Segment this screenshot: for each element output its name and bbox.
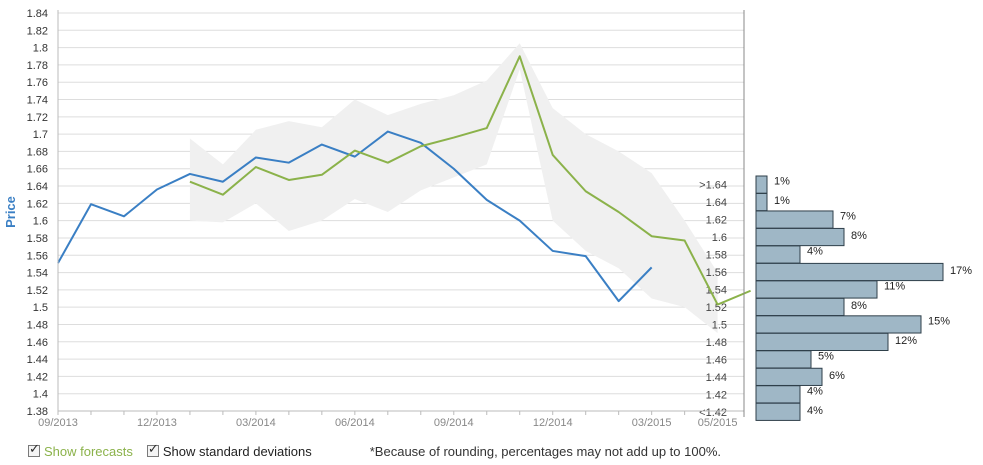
- histogram-bar: [755, 315, 922, 334]
- histogram-percent-label: 4%: [807, 385, 823, 397]
- y-tick-label: 1.54: [27, 268, 48, 280]
- histogram-percent-label: 7%: [840, 211, 856, 223]
- histogram-percent-label: 17%: [950, 265, 972, 277]
- show-forecasts-label[interactable]: Show forecasts: [44, 443, 133, 459]
- show-forecasts-box[interactable]: ✓: [28, 442, 40, 457]
- x-tick-label: 06/2014: [335, 417, 375, 429]
- histogram-bin-label: 1.52: [706, 302, 727, 314]
- histogram-bar: [755, 175, 768, 194]
- histogram-bin-label: 1.42: [706, 389, 727, 401]
- actual-price-line: [57, 130, 653, 303]
- y-tick-label: 1.4: [33, 389, 48, 401]
- show-forecasts-checkbox[interactable]: ✓ Show forecasts: [28, 442, 133, 459]
- histogram-bin-label: 1.48: [706, 337, 727, 349]
- y-tick-label: 1.46: [27, 337, 48, 349]
- histogram-bar: [755, 210, 834, 229]
- histogram-bin-label: 1.56: [706, 267, 727, 279]
- histogram-bar: [755, 367, 823, 386]
- histogram-bin-label: 1.62: [706, 215, 727, 227]
- y-tick-label: 1.82: [27, 25, 48, 37]
- show-std-checkbox[interactable]: ✓ Show standard deviations: [146, 442, 312, 459]
- histogram-bin-label: 1.44: [706, 372, 727, 384]
- y-tick-label: 1.7: [33, 129, 48, 141]
- histogram-percent-label: 11%: [884, 280, 905, 292]
- histogram-bar: [755, 227, 845, 247]
- y-tick-label: 1.58: [27, 233, 48, 245]
- check-icon: ✓: [147, 442, 159, 457]
- histogram-bar: [755, 402, 801, 421]
- y-tick-label: 1.44: [27, 354, 48, 366]
- histogram-bin-label: 1.5: [712, 319, 727, 331]
- std-band: [189, 43, 718, 334]
- x-tick-label: 12/2013: [137, 417, 177, 429]
- histogram-percent-label: 8%: [851, 230, 867, 242]
- histogram-bar: [755, 192, 768, 212]
- y-tick-label: 1.5: [33, 302, 48, 314]
- x-tick-label: 05/2015: [698, 417, 738, 429]
- histogram-percent-label: 5%: [818, 350, 834, 362]
- histogram-bar: [755, 297, 845, 317]
- y-tick-label: 1.74: [27, 95, 48, 107]
- histogram-bin-label: >1.64: [699, 180, 727, 192]
- y-tick-label: 1.66: [27, 164, 48, 176]
- y-tick-label: 1.42: [27, 371, 48, 383]
- show-std-label[interactable]: Show standard deviations: [162, 443, 312, 459]
- histogram-bar: [755, 245, 801, 264]
- y-tick-label: 1.38: [27, 406, 48, 418]
- x-tick-label: 12/2014: [533, 417, 573, 429]
- y-tick-label: 1.64: [27, 181, 48, 193]
- histogram-bin-label: 1.64: [706, 197, 727, 209]
- y-tick-label: 1.6: [33, 216, 48, 228]
- histogram-bin-label: <1.42: [699, 407, 727, 419]
- check-icon: ✓: [29, 442, 40, 457]
- chart-controls: ✓ Show forecasts ✓ Show standard deviati…: [28, 441, 983, 461]
- histogram-bar: [755, 385, 801, 404]
- histogram-bar: [755, 280, 878, 299]
- axes: [57, 10, 745, 417]
- price-forecast-chart: >1.64 1% 1.64 1% 1.62 7% 1.6 8% 1.58 4% 1.56 17% 1.5…: [3, 8, 972, 429]
- histogram-bar: [755, 350, 812, 369]
- rounding-footnote: *Because of rounding, percentages may no…: [369, 443, 721, 459]
- y-axis-ticks: 1.38 1.4 1.42 1.44 1.46 1.48 1.5 1.52 1.54 1.56 1.…: [27, 8, 48, 418]
- x-tick-label: 03/2014: [236, 417, 276, 429]
- histogram-percent-label: 12%: [895, 335, 917, 347]
- histogram-percent-label: 8%: [851, 300, 867, 312]
- y-tick-label: 1.8: [33, 43, 48, 55]
- show-std-box[interactable]: ✓: [146, 442, 159, 457]
- x-tick-label: 03/2015: [632, 417, 672, 429]
- histogram-percent-label: 1%: [774, 176, 790, 188]
- histogram-bin-label: 1.58: [706, 250, 727, 262]
- x-tick-label: 09/2014: [434, 417, 474, 429]
- y-tick-label: 1.56: [27, 250, 48, 262]
- y-tick-label: 1.76: [27, 77, 48, 89]
- forecast-price-line: [189, 55, 751, 306]
- histogram-bin-label: 1.6: [712, 232, 727, 244]
- y-axis-label: Price: [3, 196, 18, 228]
- x-tick-label: 09/2013: [38, 417, 78, 429]
- histogram-percent-label: 15%: [928, 315, 950, 327]
- histogram-bar: [755, 332, 889, 352]
- y-tick-label: 1.52: [27, 285, 48, 297]
- histogram-percent-label: 4%: [807, 405, 823, 417]
- histogram-percent-label: 4%: [807, 246, 823, 258]
- std-deviation-band: [189, 43, 718, 334]
- y-tick-label: 1.78: [27, 60, 48, 72]
- series-lines: [57, 55, 751, 306]
- y-tick-label: 1.84: [27, 8, 48, 20]
- x-axis-ticks: 09/2013 12/2013 03/2014 06/2014 09/2014 12/20…: [38, 411, 737, 429]
- histogram: >1.64 1% 1.64 1% 1.62 7% 1.6 8% 1.58 4% 1.56 17% 1.5…: [699, 175, 972, 421]
- y-tick-label: 1.62: [27, 198, 48, 210]
- histogram-bin-label: 1.46: [706, 354, 727, 366]
- histogram-percent-label: 1%: [774, 195, 790, 207]
- y-tick-label: 1.72: [27, 112, 48, 124]
- histogram-percent-label: 6%: [829, 370, 845, 382]
- histogram-bar: [755, 262, 944, 282]
- y-tick-label: 1.48: [27, 319, 48, 331]
- y-tick-label: 1.68: [27, 146, 48, 158]
